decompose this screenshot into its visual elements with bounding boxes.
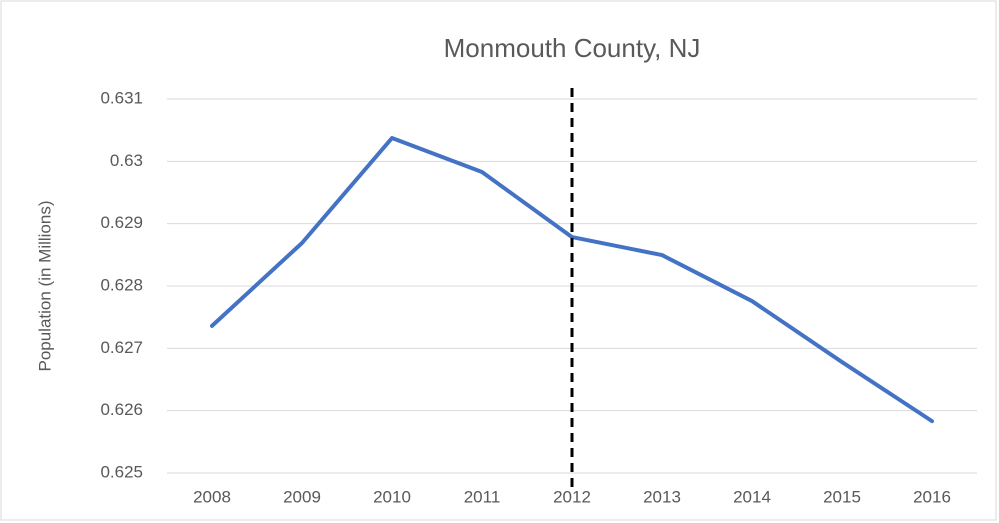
y-tick-label: 0.627	[100, 338, 143, 357]
x-tick-label: 2009	[283, 487, 321, 506]
y-tick-label: 0.628	[100, 275, 143, 294]
y-axis-label: Population (in Millions)	[35, 200, 54, 371]
y-tick-label: 0.625	[100, 462, 143, 481]
x-tick-label: 2010	[373, 487, 411, 506]
x-tick-label: 2016	[913, 487, 951, 506]
x-tick-label: 2012	[553, 487, 591, 506]
x-tick-label: 2013	[643, 487, 681, 506]
y-tick-label: 0.631	[100, 88, 143, 107]
y-tick-label: 0.629	[100, 213, 143, 232]
x-tick-label: 2008	[193, 487, 231, 506]
y-tick-label: 0.63	[110, 151, 143, 170]
data-line	[210, 136, 934, 424]
x-tick-label: 2015	[823, 487, 861, 506]
x-tick-label: 2011	[464, 487, 501, 506]
y-tick-label: 0.626	[100, 400, 143, 419]
chart-title: Monmouth County, NJ	[444, 33, 701, 63]
x-tick-label: 2014	[733, 487, 771, 506]
